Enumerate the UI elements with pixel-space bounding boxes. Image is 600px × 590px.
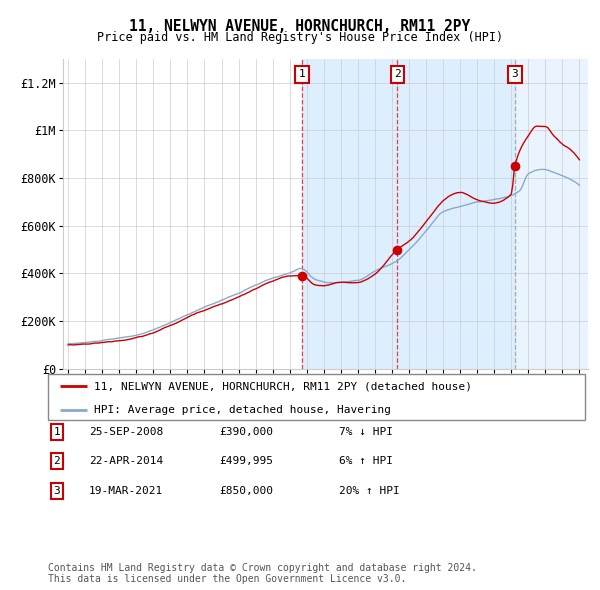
Text: This data is licensed under the Open Government Licence v3.0.: This data is licensed under the Open Gov… bbox=[48, 574, 406, 584]
Text: 2: 2 bbox=[394, 70, 401, 80]
Bar bbox=[302, 59, 397, 369]
Text: Contains HM Land Registry data © Crown copyright and database right 2024.: Contains HM Land Registry data © Crown c… bbox=[48, 563, 477, 573]
Text: 20% ↑ HPI: 20% ↑ HPI bbox=[339, 486, 400, 496]
Text: 11, NELWYN AVENUE, HORNCHURCH, RM11 2PY: 11, NELWYN AVENUE, HORNCHURCH, RM11 2PY bbox=[130, 19, 470, 34]
Text: 3: 3 bbox=[53, 486, 61, 496]
Text: 1: 1 bbox=[53, 427, 61, 437]
Text: £390,000: £390,000 bbox=[219, 427, 273, 437]
Text: £499,995: £499,995 bbox=[219, 457, 273, 466]
Text: 1: 1 bbox=[299, 70, 305, 80]
Text: £850,000: £850,000 bbox=[219, 486, 273, 496]
Text: HPI: Average price, detached house, Havering: HPI: Average price, detached house, Have… bbox=[94, 405, 391, 415]
Text: 22-APR-2014: 22-APR-2014 bbox=[89, 457, 163, 466]
Text: 3: 3 bbox=[512, 70, 518, 80]
Bar bbox=[515, 59, 588, 369]
Text: 2: 2 bbox=[53, 457, 61, 466]
Bar bbox=[397, 59, 515, 369]
Text: Price paid vs. HM Land Registry's House Price Index (HPI): Price paid vs. HM Land Registry's House … bbox=[97, 31, 503, 44]
FancyBboxPatch shape bbox=[48, 374, 585, 420]
Text: 7% ↓ HPI: 7% ↓ HPI bbox=[339, 427, 393, 437]
Text: 25-SEP-2008: 25-SEP-2008 bbox=[89, 427, 163, 437]
Text: 11, NELWYN AVENUE, HORNCHURCH, RM11 2PY (detached house): 11, NELWYN AVENUE, HORNCHURCH, RM11 2PY … bbox=[94, 382, 472, 392]
Text: 19-MAR-2021: 19-MAR-2021 bbox=[89, 486, 163, 496]
Text: 6% ↑ HPI: 6% ↑ HPI bbox=[339, 457, 393, 466]
